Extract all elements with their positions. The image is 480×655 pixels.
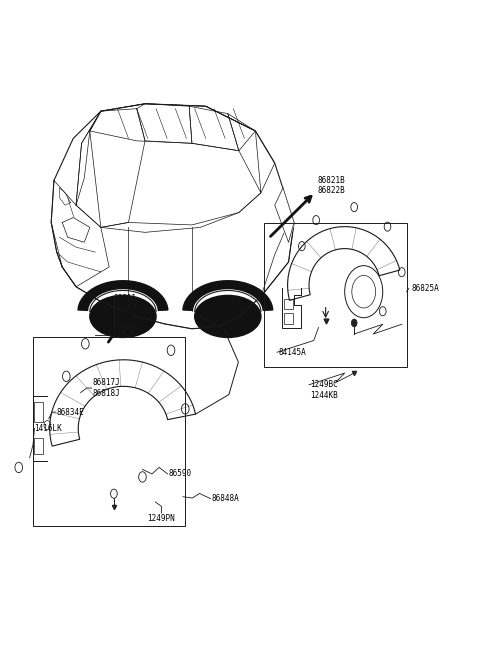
Text: 86817J: 86817J (93, 379, 120, 387)
Text: 84145A: 84145A (278, 348, 306, 357)
Text: 86818J: 86818J (93, 388, 120, 398)
Text: 86811: 86811 (114, 293, 137, 303)
Text: 86590: 86590 (168, 470, 192, 478)
Text: 86822B: 86822B (317, 186, 345, 195)
Text: 86821B: 86821B (317, 176, 345, 185)
Text: 86848A: 86848A (212, 494, 239, 503)
Text: 1249BC: 1249BC (311, 381, 338, 389)
Text: 86812: 86812 (114, 304, 137, 313)
Text: 86834E: 86834E (57, 407, 84, 417)
Bar (33, 337, 185, 526)
Bar (34, 402, 44, 422)
Polygon shape (78, 281, 168, 310)
Ellipse shape (90, 295, 156, 337)
Circle shape (351, 319, 357, 327)
Bar (264, 223, 407, 367)
Text: 86825A: 86825A (411, 284, 439, 293)
Polygon shape (275, 188, 294, 242)
Bar (34, 438, 44, 455)
Text: 1416LK: 1416LK (35, 424, 62, 433)
Polygon shape (183, 281, 273, 310)
Text: 1249PN: 1249PN (148, 514, 175, 523)
Bar (284, 299, 293, 309)
Polygon shape (62, 217, 90, 242)
Ellipse shape (195, 295, 261, 337)
Bar (284, 312, 293, 324)
Text: 1244KB: 1244KB (311, 390, 338, 400)
